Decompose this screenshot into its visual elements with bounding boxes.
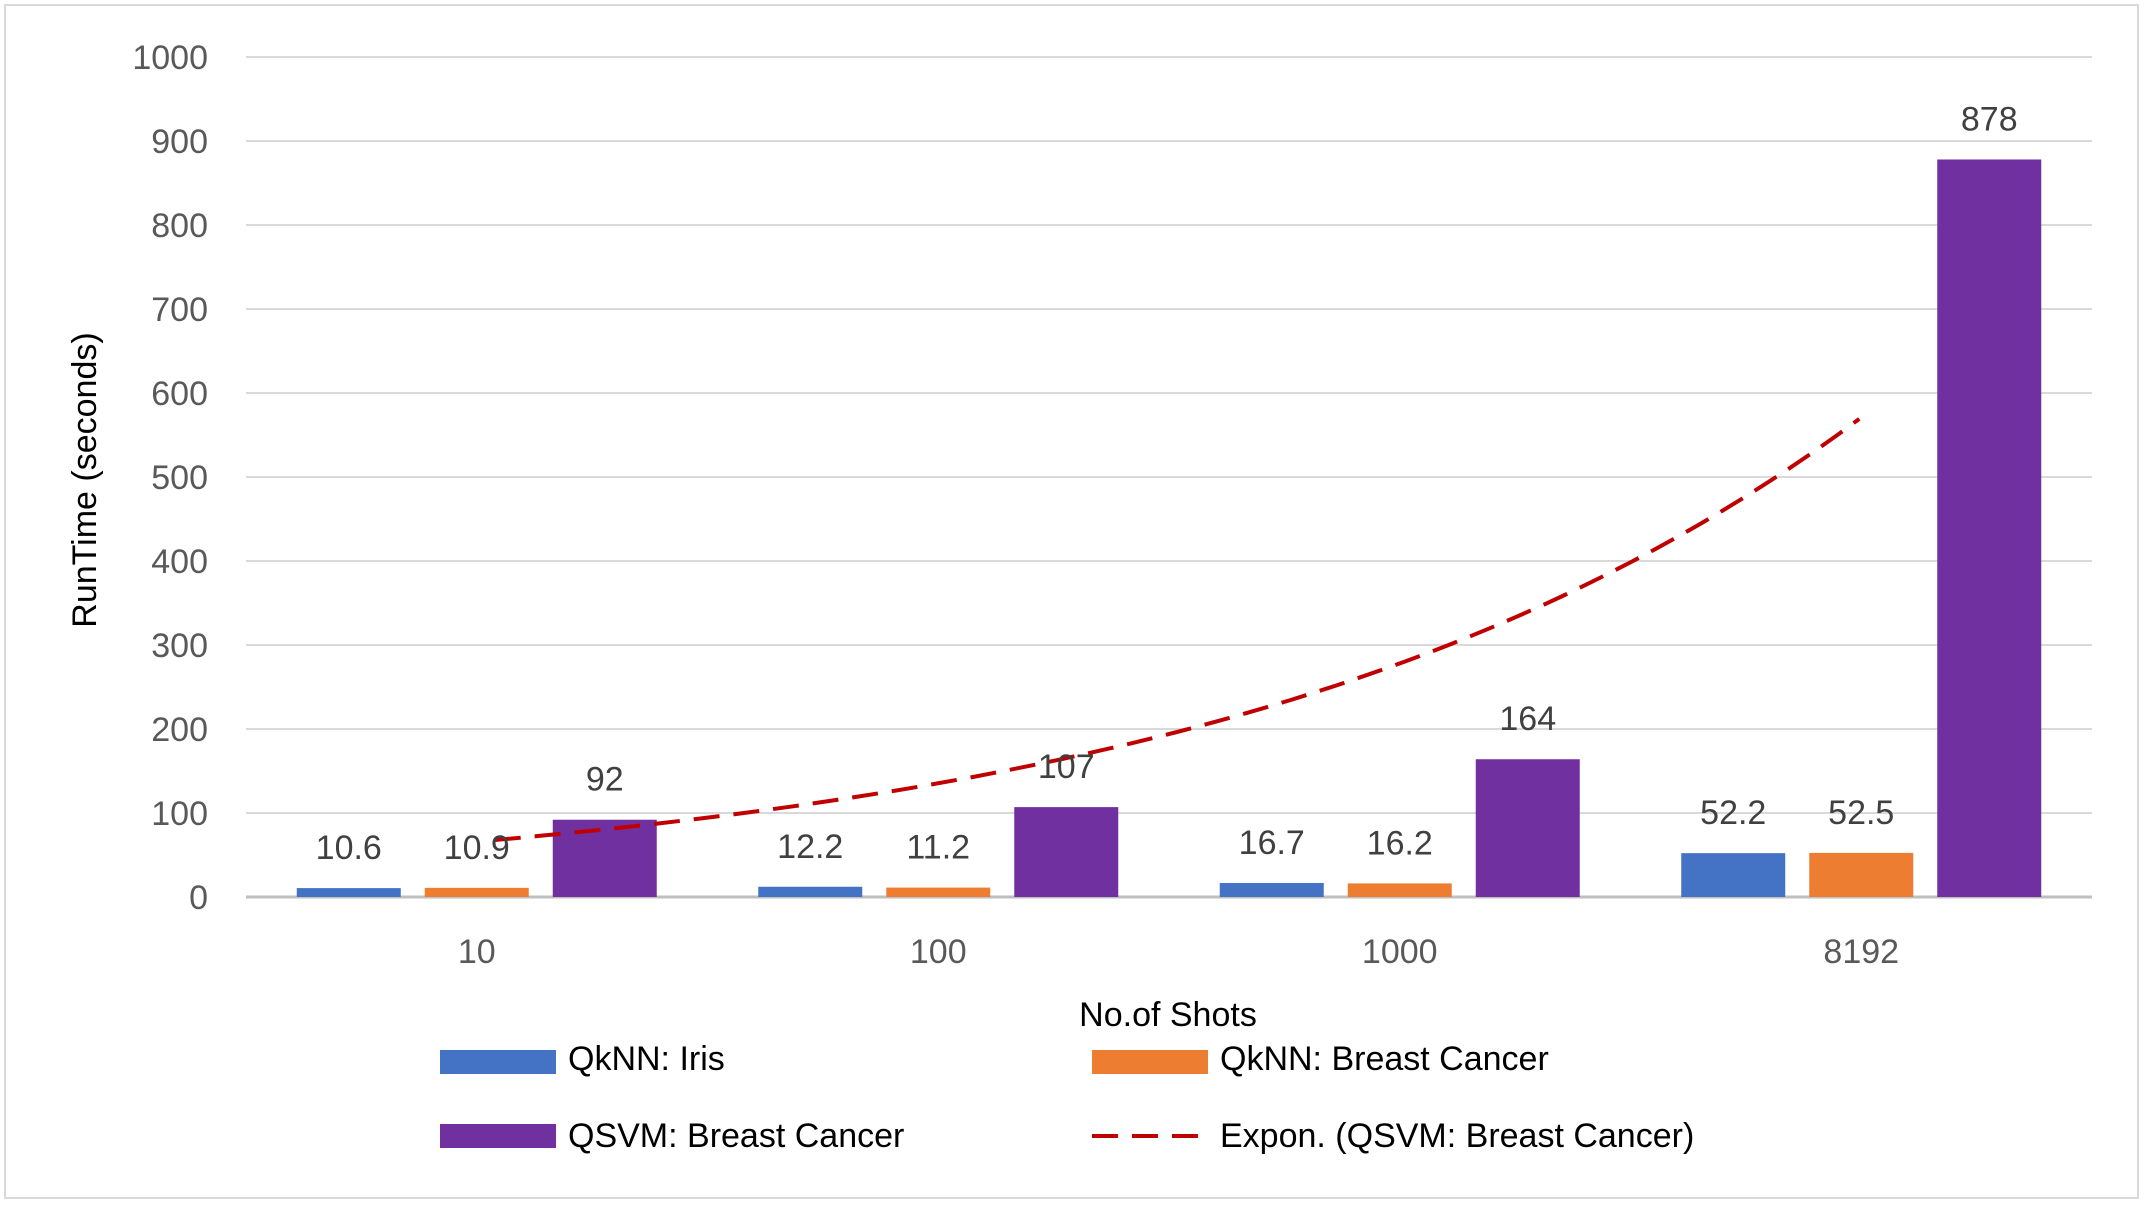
x-tick-label: 8192: [1823, 933, 1899, 971]
legend-swatch-qsvm-breast-cancer: [440, 1124, 556, 1148]
y-tick-label: 500: [151, 459, 208, 497]
legend-label-qknn-breast-cancer: QkNN: Breast Cancer: [1220, 1040, 1549, 1078]
x-axis-ticks: 10 100 1000 8192: [458, 933, 1899, 971]
chart-frame: [4, 4, 2139, 1199]
data-label: 12.2: [777, 828, 843, 866]
legend-swatch-qknn-breast-cancer: [1092, 1050, 1208, 1074]
x-tick-label: 1000: [1362, 933, 1438, 971]
bar: [1809, 852, 1914, 897]
bar: [886, 887, 991, 897]
legend-label-qknn-iris: QkNN: Iris: [568, 1040, 725, 1078]
x-tick-label: 100: [910, 933, 967, 971]
bar: [1937, 159, 2042, 898]
y-axis-title: RunTime (seconds): [66, 332, 104, 627]
y-tick-label: 700: [151, 291, 208, 329]
data-label: 107: [1038, 748, 1095, 786]
data-label: 10.6: [316, 829, 382, 867]
bar: [296, 888, 401, 897]
y-tick-label: 100: [151, 795, 208, 833]
y-tick-label: 600: [151, 375, 208, 413]
legend-swatch-qknn-iris: [440, 1050, 556, 1074]
y-tick-label: 1000: [132, 39, 208, 77]
data-label: 16.7: [1239, 824, 1305, 862]
legend-label-qsvm-breast-cancer: QSVM: Breast Cancer: [568, 1117, 904, 1155]
data-label: 878: [1961, 100, 2018, 138]
bars: [296, 159, 2042, 898]
x-tick-label: 10: [458, 933, 496, 971]
bar: [1475, 759, 1580, 897]
trendline: [494, 417, 1861, 842]
y-tick-label: 0: [189, 879, 208, 917]
legend: QkNN: Iris QkNN: Breast Cancer QSVM: Bre…: [440, 1040, 1694, 1155]
data-label: 16.2: [1367, 824, 1433, 862]
bar: [1014, 807, 1119, 897]
x-axis-title: No.of Shots: [1079, 996, 1257, 1034]
data-labels: 10.6 12.2 16.7 52.2 10.9 11.2 16.2 52.5 92 107 164…: [316, 100, 2018, 867]
bar: [1681, 853, 1786, 897]
gridlines: [246, 56, 2092, 899]
bar: [424, 887, 529, 897]
data-label: 52.5: [1828, 794, 1894, 832]
data-label: 52.2: [1700, 794, 1766, 832]
y-tick-label: 900: [151, 123, 208, 161]
legend-label-trendline: Expon. (QSVM: Breast Cancer): [1220, 1117, 1694, 1155]
bar: [758, 886, 863, 897]
data-label: 11.2: [906, 829, 970, 867]
y-tick-label: 800: [151, 207, 208, 245]
bar: [1347, 883, 1452, 897]
data-label: 92: [586, 761, 624, 799]
y-axis-ticks: 0 100 200 300 400 500 600 700 800 900 1000: [132, 39, 208, 917]
bar: [1219, 882, 1324, 897]
y-tick-label: 300: [151, 627, 208, 665]
data-label: 10.9: [444, 829, 510, 867]
y-tick-label: 400: [151, 543, 208, 581]
exponential-trendline: [494, 417, 1861, 842]
data-label: 164: [1499, 700, 1556, 738]
bar: [552, 819, 657, 897]
y-tick-label: 200: [151, 711, 208, 749]
